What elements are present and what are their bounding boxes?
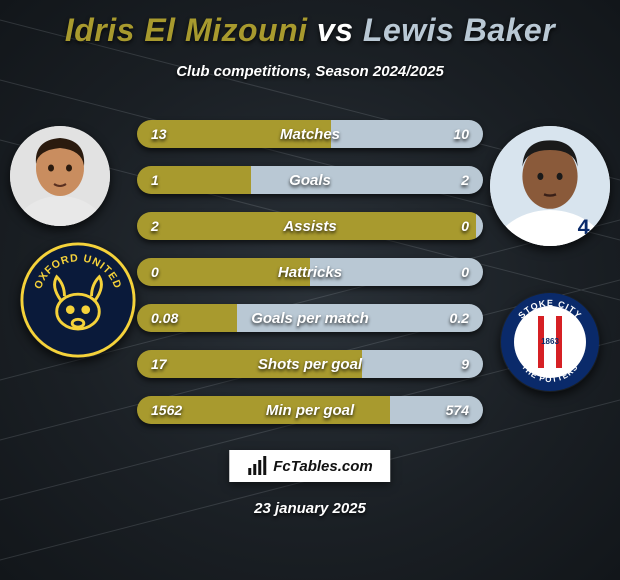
player1-name: Idris El Mizouni: [65, 12, 308, 48]
stat-value-left: 2: [151, 212, 159, 240]
player2-name: Lewis Baker: [363, 12, 555, 48]
stat-row: Goals1 2: [137, 166, 483, 194]
stat-label: Matches: [137, 120, 483, 148]
stat-label: Assists: [137, 212, 483, 240]
stat-value-right: 0: [461, 212, 469, 240]
stat-row: Shots per goal17 9: [137, 350, 483, 378]
stat-label: Min per goal: [137, 396, 483, 424]
stat-value-left: 0: [151, 258, 159, 286]
stat-label: Goals: [137, 166, 483, 194]
stat-label: Goals per match: [137, 304, 483, 332]
stat-row: Min per goal1562 574: [137, 396, 483, 424]
subtitle: Club competitions, Season 2024/2025: [0, 63, 620, 80]
stat-row: Goals per match0.08 0.2: [137, 304, 483, 332]
stat-value-right: 10: [453, 120, 469, 148]
stat-label: Hattricks: [137, 258, 483, 286]
comparison-title: Idris El Mizouni vs Lewis Baker: [0, 12, 620, 49]
stats-container: Matches1310Goals12Assists20Hattricks00Go…: [0, 120, 620, 424]
title-separator: vs: [317, 12, 354, 48]
stat-value-left: 13: [151, 120, 167, 148]
stat-label: Shots per goal: [137, 350, 483, 378]
stat-value-left: 17: [151, 350, 167, 378]
stat-value-right: 9: [461, 350, 469, 378]
stat-row: Assists2 0: [137, 212, 483, 240]
stat-row: Matches13 10: [137, 120, 483, 148]
stat-value-left: 1562: [151, 396, 182, 424]
stat-value-left: 1: [151, 166, 159, 194]
stat-row: Hattricks0 0: [137, 258, 483, 286]
stat-value-right: 2: [461, 166, 469, 194]
stat-value-right: 574: [446, 396, 469, 424]
stat-value-left: 0.08: [151, 304, 178, 332]
stat-value-right: 0.2: [450, 304, 469, 332]
stat-value-right: 0: [461, 258, 469, 286]
